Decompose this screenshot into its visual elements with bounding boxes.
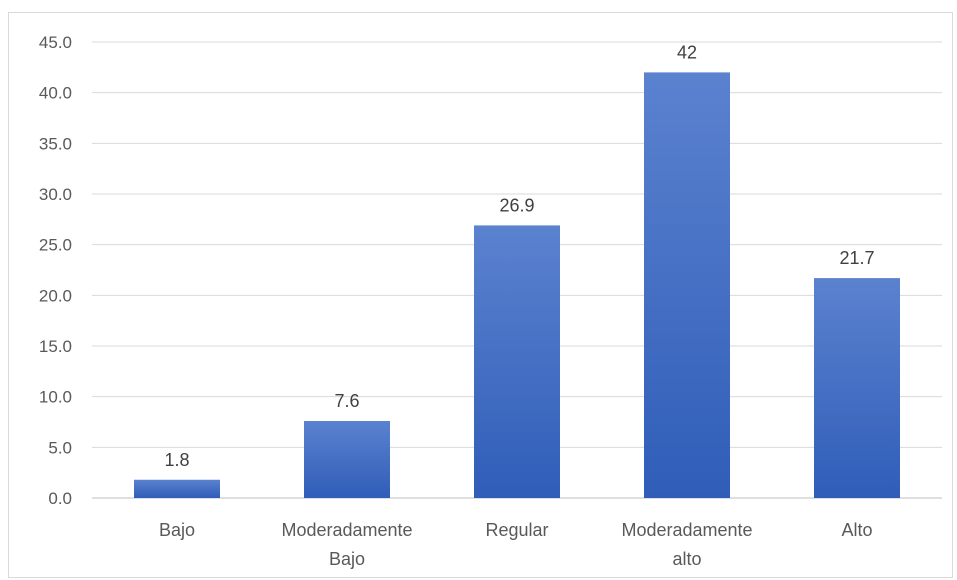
y-axis-ticks: 0.0 5.0 10.0 15.0 20.0 25.0 30.0 35.0 40.0 45.0 bbox=[39, 33, 72, 508]
y-tick-label: 10.0 bbox=[39, 388, 72, 407]
bar bbox=[474, 225, 560, 498]
x-tick-label: alto bbox=[672, 549, 701, 569]
bar bbox=[134, 479, 220, 498]
data-label: 42 bbox=[677, 42, 697, 62]
y-tick-label: 25.0 bbox=[39, 236, 72, 255]
x-axis-categories: Bajo Moderadamente Bajo Regular Moderadament… bbox=[159, 520, 873, 569]
x-tick-label: Moderadamente bbox=[621, 520, 752, 540]
x-tick-label: Moderadamente bbox=[281, 520, 412, 540]
y-tick-label: 30.0 bbox=[39, 185, 72, 204]
data-label: 1.8 bbox=[164, 450, 189, 470]
bar bbox=[304, 420, 390, 498]
x-tick-label: Alto bbox=[841, 520, 872, 540]
data-label: 26.9 bbox=[499, 195, 534, 215]
y-tick-label: 15.0 bbox=[39, 337, 72, 356]
y-tick-label: 45.0 bbox=[39, 33, 72, 52]
data-labels: 1.8 7.6 26.9 42 21.7 bbox=[164, 42, 874, 469]
y-tick-label: 0.0 bbox=[48, 489, 72, 508]
bar bbox=[644, 72, 730, 499]
data-label: 7.6 bbox=[334, 391, 359, 411]
bar bbox=[814, 278, 900, 498]
x-tick-label: Bajo bbox=[159, 520, 195, 540]
bars bbox=[134, 72, 900, 499]
data-label: 21.7 bbox=[839, 248, 874, 268]
y-tick-label: 35.0 bbox=[39, 134, 72, 153]
x-tick-label: Regular bbox=[485, 520, 548, 540]
gridlines bbox=[92, 41, 942, 499]
y-tick-label: 5.0 bbox=[48, 438, 72, 457]
y-tick-label: 40.0 bbox=[39, 84, 72, 103]
y-tick-label: 20.0 bbox=[39, 286, 72, 305]
x-tick-label: Bajo bbox=[329, 549, 365, 569]
